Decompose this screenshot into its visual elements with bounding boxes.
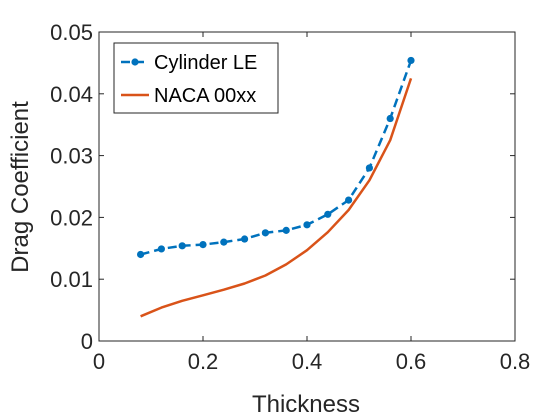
x-tick-label: 0.2 [188, 349, 219, 374]
data-point [303, 221, 311, 229]
data-point [282, 226, 290, 234]
y-tick-label: 0.05 [50, 20, 93, 45]
data-point [137, 250, 145, 259]
data-point [220, 238, 228, 246]
data-point [386, 114, 394, 123]
legend-marker-0 [131, 58, 139, 66]
y-axis-title: Drag Coefficient [7, 101, 34, 273]
y-tick-label: 0.02 [50, 205, 93, 230]
x-tick-label: 0 [93, 349, 105, 374]
legend-label-0: Cylinder LE [154, 52, 257, 74]
x-tick-label: 0.6 [396, 349, 427, 374]
y-tick-label: 0.04 [50, 82, 93, 107]
plot-area [137, 56, 415, 318]
data-point [345, 196, 353, 204]
data-point [178, 242, 186, 250]
legend: Cylinder LE NACA 00xx [113, 42, 279, 114]
series-line-1 [140, 78, 413, 318]
data-point [157, 245, 165, 253]
x-tick-label: 0.4 [292, 349, 323, 374]
data-point [261, 229, 269, 237]
x-axis-title: Thickness [252, 391, 360, 418]
y-tick-label: 0.01 [50, 267, 93, 292]
x-tick-label: 0.8 [500, 349, 531, 374]
legend-label-1: NACA 00xx [154, 85, 256, 107]
data-point [199, 240, 207, 249]
data-point [365, 164, 373, 172]
axes: 0 0.2 0.4 0.6 0.8 0 0.01 0.02 0.03 0.04 0.05 [50, 20, 530, 374]
data-point [241, 235, 249, 243]
y-tick-label: 0 [81, 329, 93, 354]
y-tick-label: 0.03 [50, 144, 93, 169]
data-point [324, 210, 332, 218]
data-point [407, 56, 415, 65]
legend-box [113, 42, 279, 114]
